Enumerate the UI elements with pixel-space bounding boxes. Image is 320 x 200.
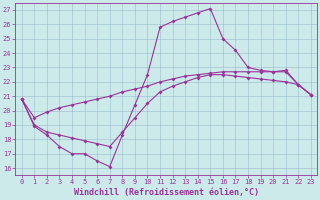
X-axis label: Windchill (Refroidissement éolien,°C): Windchill (Refroidissement éolien,°C) [74, 188, 259, 197]
